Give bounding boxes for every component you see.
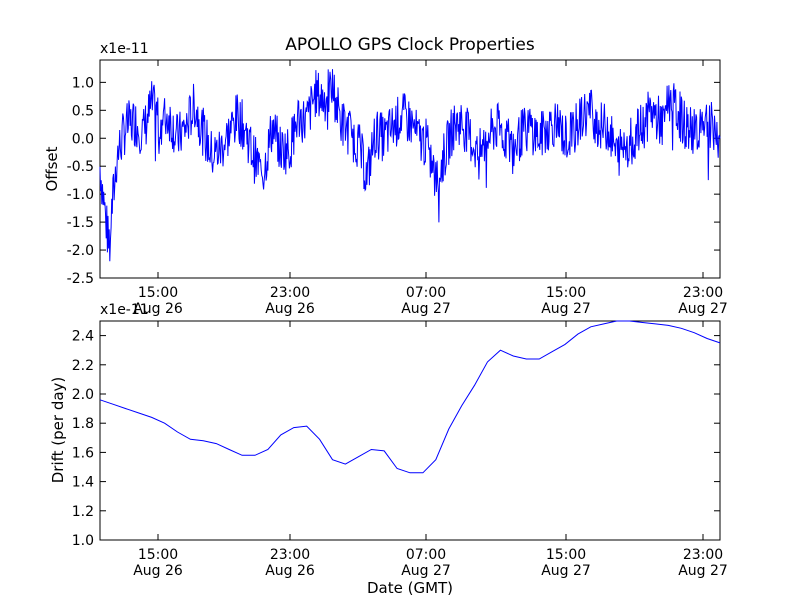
drift-y-tick-label: 1.4 (72, 475, 94, 491)
offset-x-tick-date: Aug 27 (401, 301, 451, 317)
drift-x-tick-time: 15:00 (138, 547, 178, 563)
drift-y-tick-label: 1.6 (72, 445, 94, 461)
drift-y-tick-label: 1.2 (72, 504, 94, 520)
offset-plot-area (99, 59, 721, 279)
offset-x-tick-date: Aug 27 (678, 301, 728, 317)
drift-x-tick-date: Aug 26 (133, 563, 183, 579)
drift-x-tick-time: 23:00 (270, 547, 310, 563)
drift-y-tick-label: 2.2 (72, 358, 94, 374)
offset-x-tick-date: Aug 26 (265, 301, 315, 317)
offset-x-tick-time: 15:00 (138, 285, 178, 301)
drift-x-tick-date: Aug 27 (678, 563, 728, 579)
offset-panel: x1e-11 Offset 1.0 0.5 0.0 -0.5 -1.0 -1.5 -2.0 -… (43, 41, 728, 317)
offset-y-tick-label: -2.5 (67, 271, 94, 287)
offset-y-tick-label: 1.0 (72, 75, 94, 91)
drift-y-ticks: 2.4 2.2 2.0 1.8 1.6 1.4 1.2 1.0 (72, 329, 720, 549)
drift-x-tick-date: Aug 26 (265, 563, 315, 579)
drift-line (99, 320, 721, 474)
offset-y-ticks: 1.0 0.5 0.0 -0.5 -1.0 -1.5 -2.0 -2.5 (67, 75, 720, 287)
drift-panel: x1e-11 Drift (per day) Date (GMT) 2.4 2.2… (49, 302, 728, 597)
drift-multiplier: x1e-11 (100, 302, 149, 318)
offset-x-tick-date: Aug 26 (133, 301, 183, 317)
offset-y-tick-label: -0.5 (67, 159, 94, 175)
offset-x-tick-date: Aug 27 (541, 301, 591, 317)
drift-plot-area (99, 320, 721, 541)
drift-y-tick-label: 1.0 (72, 533, 94, 549)
offset-y-tick-label: 0.0 (72, 131, 94, 147)
drift-x-tick-time: 15:00 (546, 547, 586, 563)
drift-x-tick-date: Aug 27 (541, 563, 591, 579)
drift-x-axis-label: Date (GMT) (367, 579, 453, 597)
chart-title: APOLLO GPS Clock Properties (285, 35, 535, 55)
offset-x-tick-time: 23:00 (683, 285, 723, 301)
drift-y-tick-label: 1.8 (72, 416, 94, 432)
drift-x-tick-time: 07:00 (406, 547, 446, 563)
offset-y-axis-label: Offset (43, 146, 61, 191)
drift-y-axis-label: Drift (per day) (49, 377, 67, 484)
drift-y-tick-label: 2.4 (72, 329, 94, 345)
offset-line (99, 69, 721, 262)
offset-y-tick-label: -1.0 (67, 187, 94, 203)
offset-y-tick-label: -2.0 (67, 243, 94, 259)
offset-x-tick-time: 07:00 (406, 285, 446, 301)
drift-x-tick-time: 23:00 (683, 547, 723, 563)
offset-y-tick-label: -1.5 (67, 215, 94, 231)
offset-series (99, 69, 721, 262)
drift-series (99, 320, 721, 474)
drift-y-tick-label: 2.0 (72, 387, 94, 403)
offset-multiplier: x1e-11 (100, 41, 149, 57)
offset-x-tick-time: 15:00 (546, 285, 586, 301)
offset-y-tick-label: 0.5 (72, 103, 94, 119)
offset-x-tick-time: 23:00 (270, 285, 310, 301)
drift-x-tick-date: Aug 27 (401, 563, 451, 579)
